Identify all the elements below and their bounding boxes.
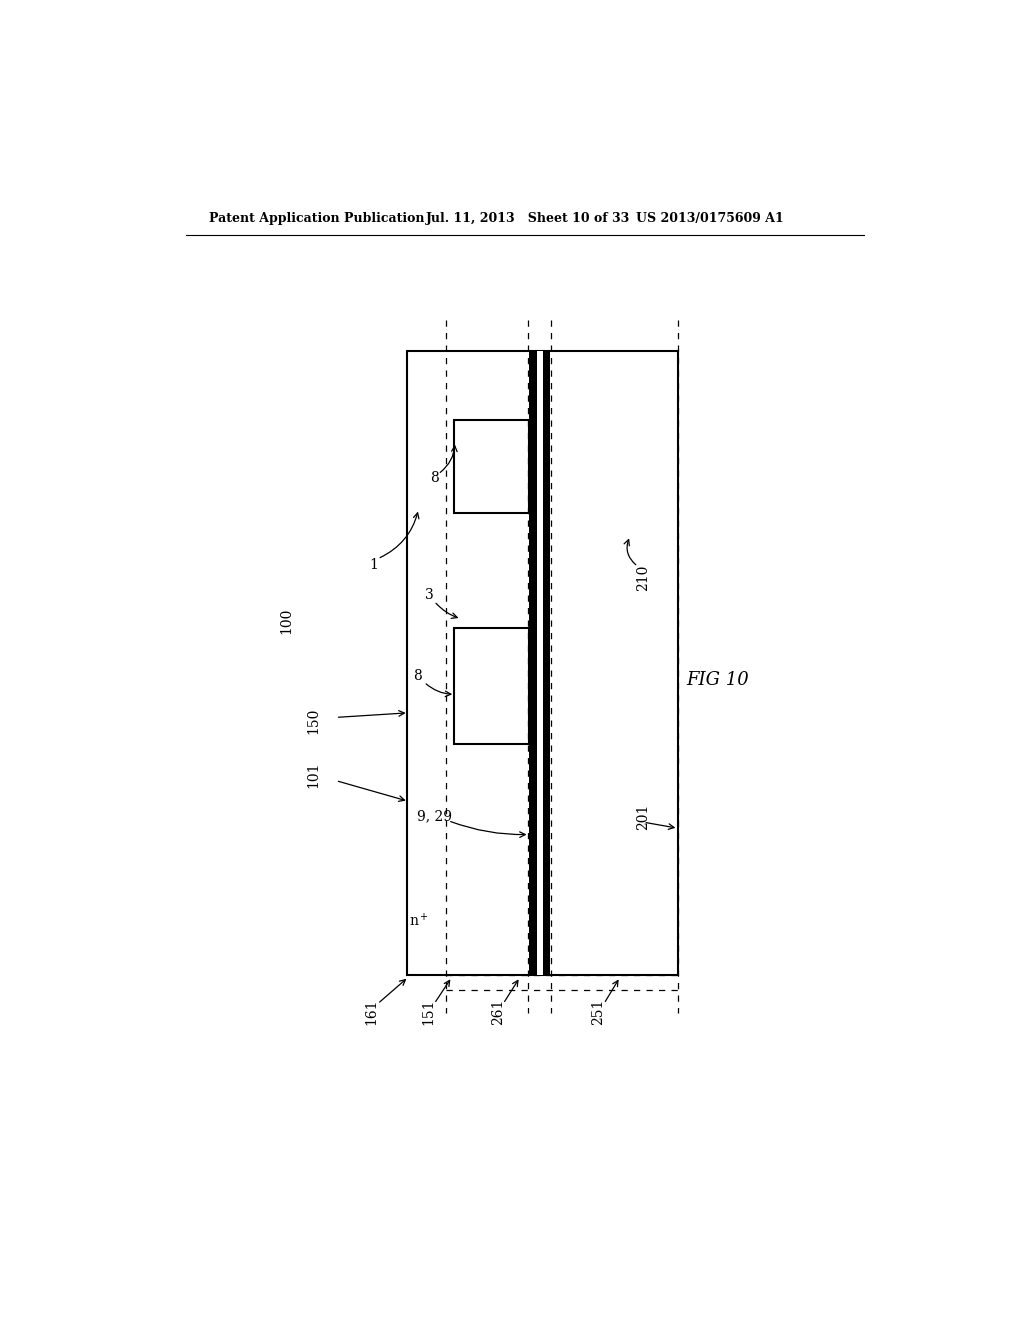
Bar <box>454 628 529 743</box>
Bar <box>529 351 538 974</box>
Text: 1: 1 <box>370 558 379 572</box>
Text: Jul. 11, 2013   Sheet 10 of 33: Jul. 11, 2013 Sheet 10 of 33 <box>426 213 631 224</box>
Text: 210: 210 <box>636 565 649 591</box>
Text: FIG 10: FIG 10 <box>686 672 749 689</box>
Bar <box>544 351 550 974</box>
Text: 261: 261 <box>490 998 505 1024</box>
Text: 101: 101 <box>306 762 321 788</box>
Text: 251: 251 <box>592 998 605 1024</box>
Text: 151: 151 <box>421 998 435 1024</box>
Text: 100: 100 <box>280 607 293 634</box>
Text: 9, 29: 9, 29 <box>417 809 452 824</box>
Text: 8: 8 <box>430 471 439 484</box>
Text: 201: 201 <box>636 804 649 830</box>
Bar <box>407 351 678 974</box>
Text: 161: 161 <box>365 998 379 1024</box>
Text: n$^+$: n$^+$ <box>410 912 429 929</box>
Text: 150: 150 <box>306 708 321 734</box>
Text: Patent Application Publication: Patent Application Publication <box>209 213 425 224</box>
Text: US 2013/0175609 A1: US 2013/0175609 A1 <box>636 213 783 224</box>
Text: 8: 8 <box>414 669 422 682</box>
Bar <box>538 351 544 974</box>
Bar <box>454 420 529 512</box>
Text: 3: 3 <box>425 587 433 602</box>
